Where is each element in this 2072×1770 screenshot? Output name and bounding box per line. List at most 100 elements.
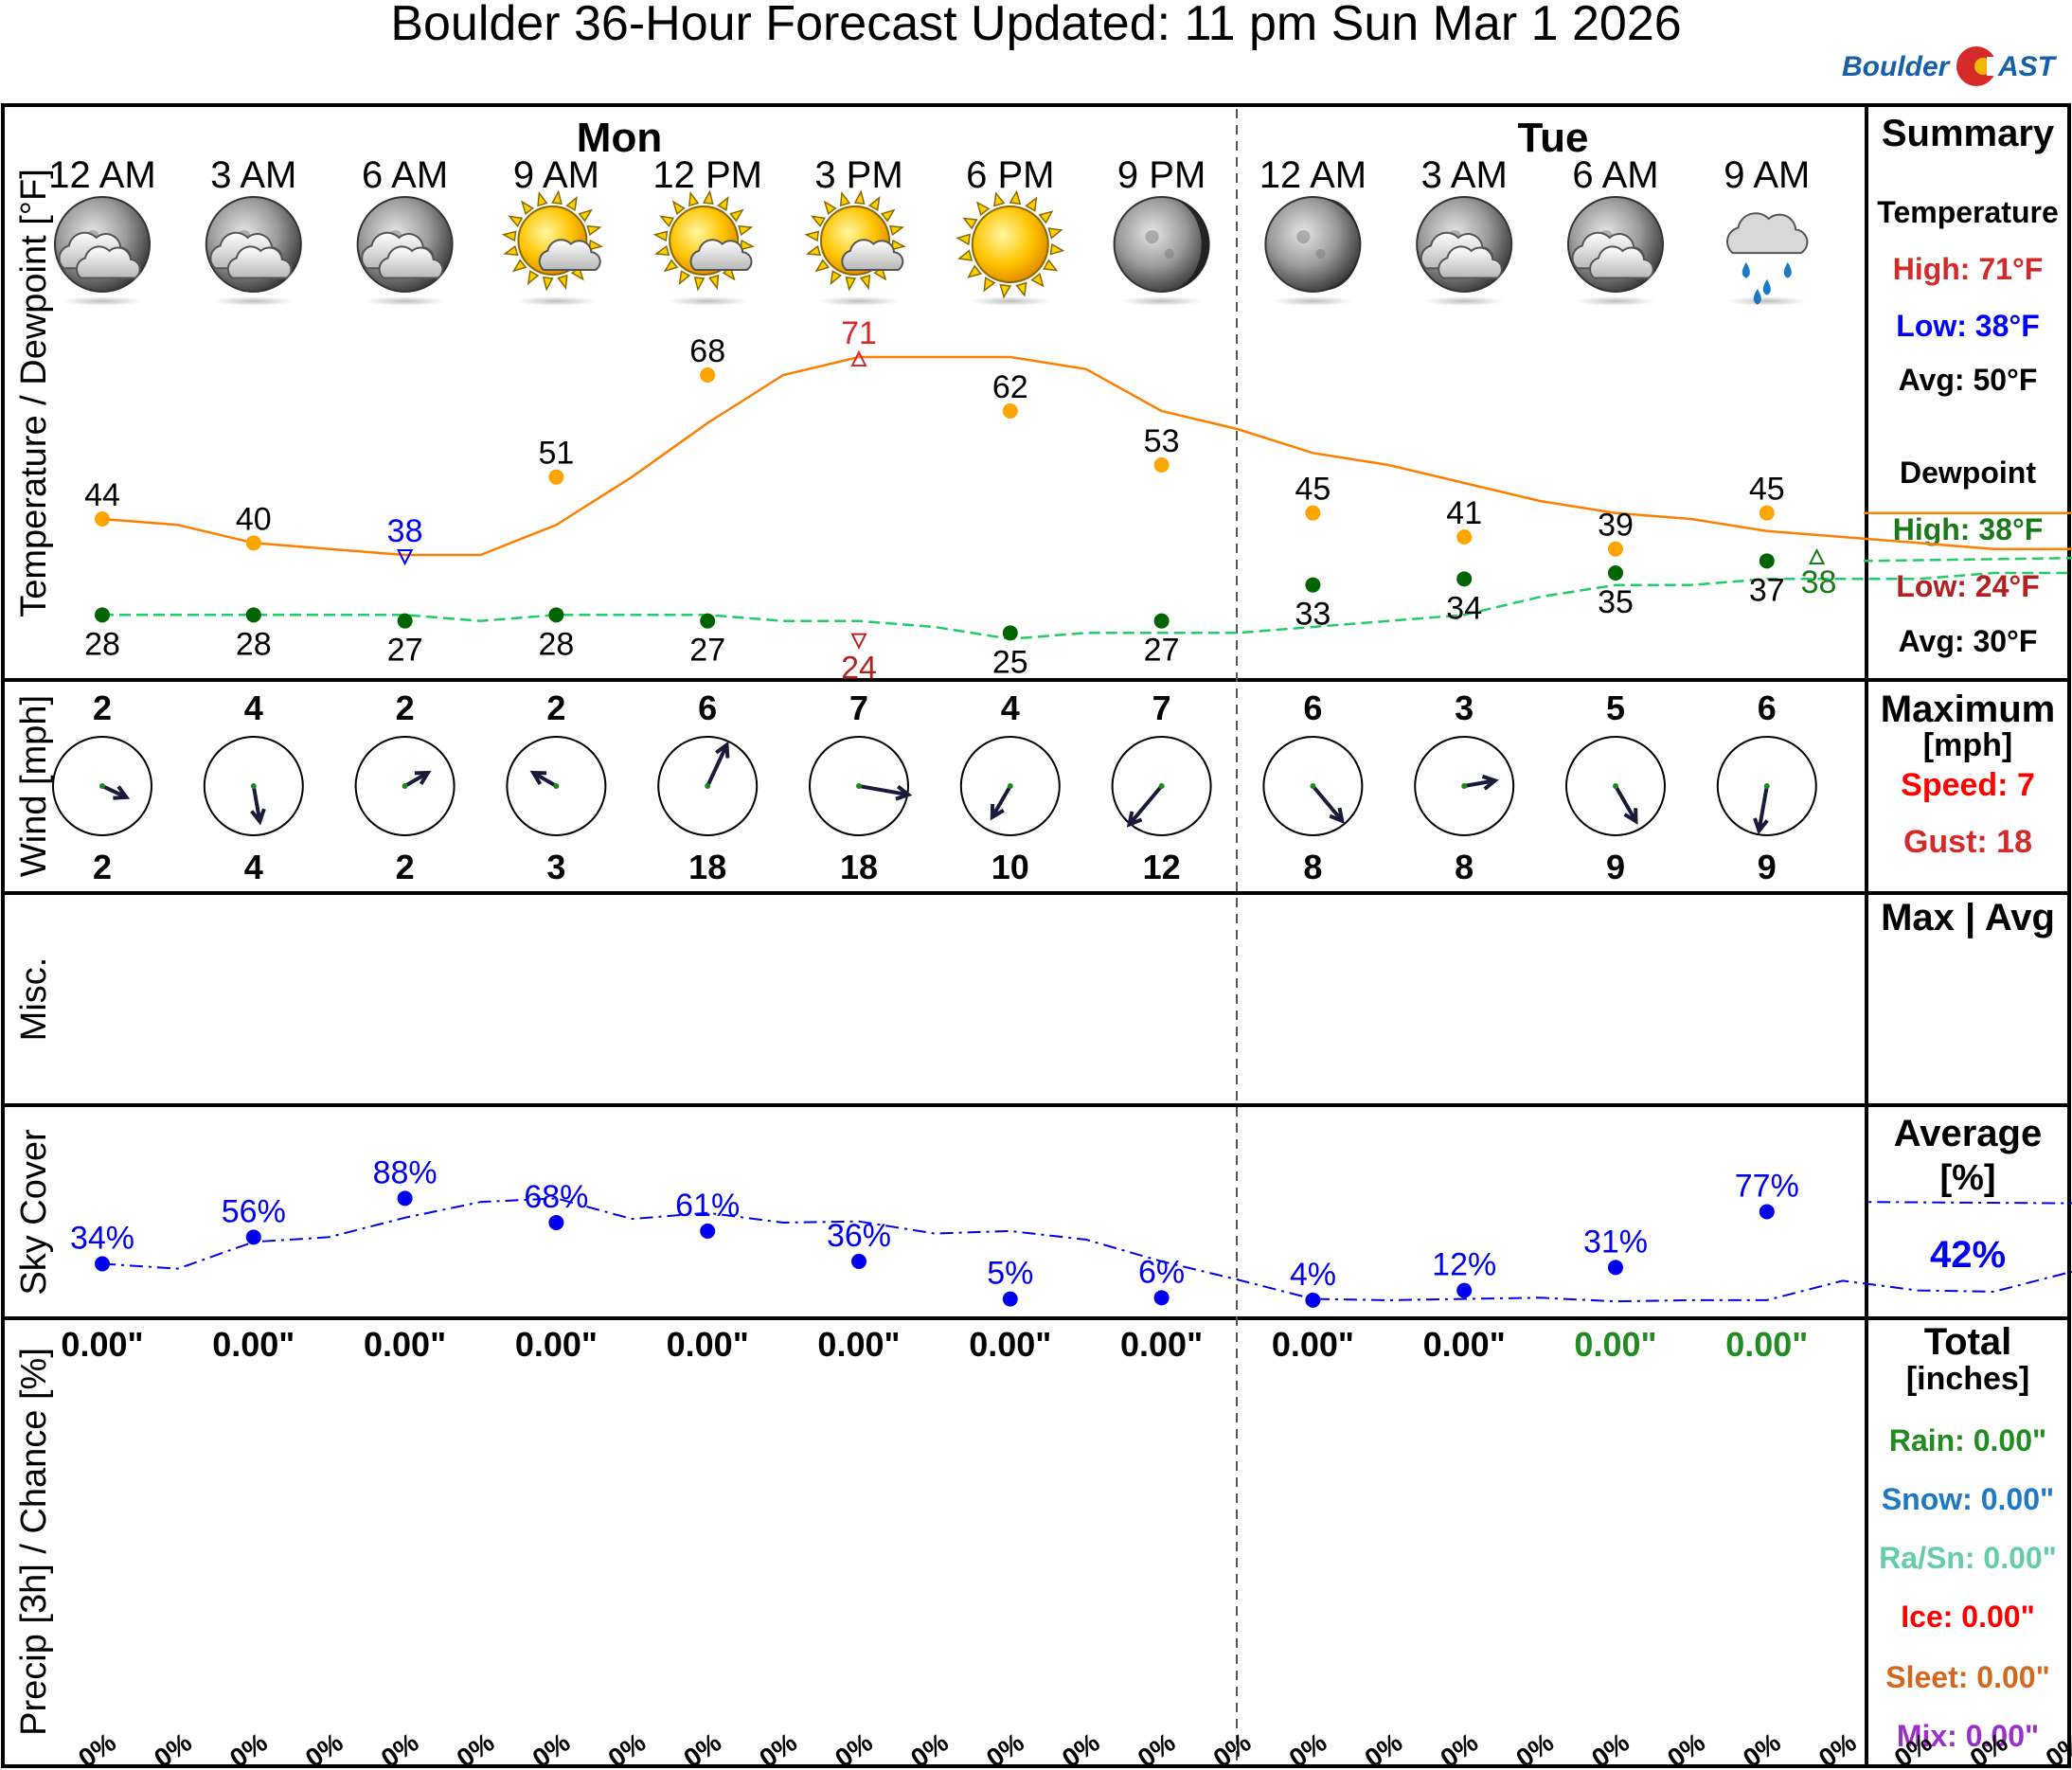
summary-precip-unit: [inches] [1906, 1361, 2029, 1397]
wind-gust-5: 18 [840, 848, 878, 886]
temp-point-1 [245, 535, 261, 551]
rain-drop [1753, 288, 1761, 305]
moon-crater [1164, 249, 1174, 259]
precip-chance-label-6: 0% [527, 1727, 575, 1770]
precip-amount-1: 0.00" [212, 1325, 295, 1364]
cloud-shape [689, 239, 753, 271]
sun-ray [1043, 259, 1059, 272]
wind-dial-center-9 [1461, 783, 1468, 789]
wind-arrow-head-9 [1481, 774, 1499, 791]
wind-speed-9: 3 [1455, 688, 1474, 727]
wind-arrow-shaft-3 [532, 771, 558, 788]
sun-ray [1025, 196, 1038, 212]
wind-dial-center-5 [856, 783, 862, 789]
dewpoint-series: 28 28 27 28 27 24 25 27 33 34 35 37 38 [84, 547, 2072, 687]
sky-point-1 [245, 1229, 261, 1245]
sun-ray [830, 270, 843, 286]
summary-column: Summary Temperature High: 71°F Low: 38°F… [1877, 113, 2058, 1753]
time-label-11: 9 AM [1724, 154, 1810, 196]
summary-dew-avg: Avg: 30°F [1899, 624, 2038, 658]
wind-dial-center-8 [1310, 783, 1316, 789]
wind-arrow-head-3 [529, 770, 547, 785]
precip-chance-label-13: 0% [1057, 1727, 1105, 1770]
wind-gust-8: 8 [1303, 848, 1322, 886]
dew-label-6: 25 [992, 644, 1028, 680]
precip-series: 0.00" 0.00" 0.00" 0.00" 0.00" 0.00" 0.00" 0.00"… [61, 1325, 2072, 1770]
cloud-shape [1726, 212, 1809, 255]
temp-high-label: 71 [841, 315, 877, 351]
sun-ray [654, 244, 670, 257]
wind-arrow-shaft-2 [403, 771, 429, 788]
sky-label-7: 6% [1138, 1254, 1185, 1290]
dew-point-3 [548, 607, 564, 623]
sun-ray [867, 195, 881, 211]
wind-dial-center-10 [1613, 783, 1618, 789]
temp-label-1: 40 [236, 501, 272, 537]
sun-ray [537, 190, 548, 207]
sun-ray [1030, 272, 1045, 288]
precip-amount-4: 0.00" [667, 1325, 749, 1364]
wind-series: 2 2 4 4 2 2 2 3 6 18 7 18 4 10 7 12 6 8 3 8 5 9 6 9 [52, 688, 1817, 886]
wind-dial-5 [809, 736, 909, 836]
dew-point-11 [1759, 553, 1775, 569]
summary-wind-gust: Gust: 18 [1903, 824, 2032, 860]
sky-point-0 [95, 1256, 110, 1272]
dew-point-2 [397, 613, 413, 629]
dew-label-0: 28 [84, 626, 120, 662]
wind-arrow-shaft-11 [1757, 785, 1769, 831]
moon-cloudy-icon [1416, 196, 1513, 306]
precip-amount-10: 0.00" [1574, 1325, 1656, 1364]
wind-dial-0 [52, 736, 152, 836]
precip-chance-label-3: 0% [300, 1727, 348, 1770]
temp-point-6 [1002, 403, 1018, 419]
summary-dew-low: Low: 24°F [1896, 569, 2039, 603]
wind-arrow-shaft-10 [1614, 784, 1638, 823]
sky-label-9: 12% [1432, 1247, 1496, 1283]
time-label-10: 6 AM [1572, 154, 1658, 196]
rain-icon [1726, 212, 1809, 306]
sky-point-5 [851, 1253, 866, 1269]
temp-label-3: 51 [538, 436, 574, 472]
wind-speed-11: 6 [1758, 688, 1777, 727]
dew-label-4: 27 [689, 633, 725, 669]
precip-chance-label-11: 0% [905, 1727, 954, 1770]
temp-point-3 [548, 469, 564, 485]
wind-dial-6 [959, 736, 1061, 836]
wind-gust-2: 2 [396, 848, 415, 886]
sun-ray [957, 249, 973, 261]
time-label-7: 9 PM [1117, 154, 1206, 196]
sun-ray [511, 259, 527, 273]
sun-ray [729, 208, 744, 223]
wind-gust-9: 8 [1455, 848, 1474, 886]
sun-ray [853, 189, 866, 206]
misc-panel-label: Misc. [14, 957, 54, 1042]
sun-ray [717, 195, 729, 211]
sky-label-6: 5% [987, 1256, 1033, 1292]
sun-ray [652, 230, 669, 242]
sky-point-8 [1305, 1292, 1321, 1308]
temp-label-10: 39 [1598, 508, 1634, 544]
sun-ray [527, 270, 540, 286]
wind-speed-8: 6 [1303, 688, 1322, 727]
precip-chance-label-9: 0% [754, 1727, 802, 1770]
dew-point-1 [245, 607, 261, 623]
precip-chance-label-14: 0% [1133, 1727, 1181, 1770]
precip-chance-label-15: 0% [1208, 1727, 1257, 1770]
precip-amount-9: 0.00" [1423, 1325, 1506, 1364]
summary-misc-heading: Max | Avg [1881, 897, 2055, 939]
sun-ray [671, 200, 686, 215]
wind-speed-3: 2 [546, 688, 565, 727]
bouldercast-logo: Boulder AST [1842, 46, 2058, 86]
icon-shadow [668, 296, 748, 306]
moon-crater [1315, 249, 1326, 259]
temp-point-10 [1608, 541, 1623, 557]
time-label-0: 12 AM [48, 154, 155, 196]
wind-gust-0: 2 [93, 848, 112, 886]
sun-ray [888, 224, 905, 237]
wind-dial-center-1 [250, 783, 257, 789]
sun-ray [805, 244, 822, 257]
temp-label-8: 45 [1295, 472, 1331, 508]
sun-ray [1015, 281, 1027, 297]
sun-ray [956, 233, 971, 246]
